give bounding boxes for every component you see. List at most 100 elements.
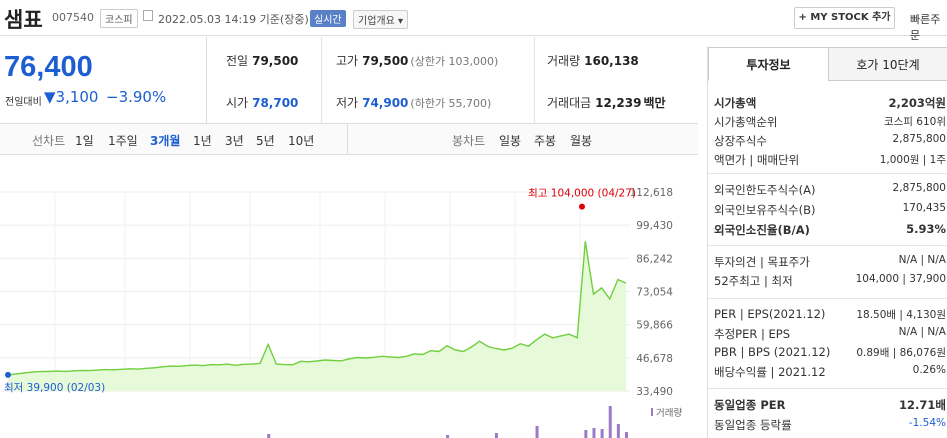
max-marker bbox=[579, 203, 585, 210]
info-value: 18.50배 | 4,130원 bbox=[856, 309, 946, 321]
info-label: 액면가 | 매매단위 bbox=[714, 153, 800, 167]
info-label: 외국인소진율(B/A) bbox=[714, 223, 810, 237]
info-label: 동일업종 등락률 bbox=[714, 418, 792, 432]
info-value: 12.71배 bbox=[899, 398, 946, 412]
info-value: N/A | N/A bbox=[898, 326, 946, 338]
y-tick-label: 112,618 bbox=[630, 187, 673, 199]
corp-overview-button[interactable]: 기업개요 ▾ bbox=[353, 10, 408, 29]
trade-amount: 거래대금 12,239 백만 bbox=[547, 96, 666, 110]
info-row: 외국인보유주식수(B) 170,435 bbox=[714, 202, 946, 218]
line-chart-label: 선차트 bbox=[32, 134, 66, 148]
price-panel: 76,400 전일대비 ▼3,100 −3.90% bbox=[0, 37, 207, 123]
quick-order-link[interactable]: 빠른주문 bbox=[910, 13, 941, 42]
tab-investment-info[interactable]: 투자정보 bbox=[708, 47, 829, 81]
info-value: 2,203억원 bbox=[888, 96, 946, 110]
chart-tabs: 선차트 1일 1주일 3개월 1년 3년 5년 10년 봉차트 일봉 주봉 월봉 bbox=[0, 123, 698, 155]
low-price: 저가 74,900 (하한가 55,700) bbox=[336, 96, 492, 110]
info-row: 투자의견 | 목표주가 N/A | N/A bbox=[714, 254, 946, 270]
info-row: 액면가 | 매매단위 1,000원 | 1주 bbox=[714, 152, 946, 168]
info-label: 시가총액 bbox=[714, 96, 757, 110]
info-value: 코스피 610위 bbox=[883, 116, 946, 128]
info-row: 배당수익률 | 2021.12 0.26% bbox=[714, 364, 946, 380]
price-chart[interactable]: 112,618 99,430 86,242 73,054 59,866 46,678 33,… bbox=[0, 155, 698, 438]
info-label: 52주최고 | 최저 bbox=[714, 274, 793, 288]
tab-monthly-candle[interactable]: 월봉 bbox=[570, 134, 593, 148]
info-row: 외국인한도주식수(A) 2,875,800 bbox=[714, 182, 946, 198]
market-badge: 코스피 bbox=[100, 9, 138, 28]
volume-bar bbox=[600, 429, 604, 438]
info-row: 외국인소진율(B/A) 5.93% bbox=[714, 222, 946, 238]
min-annotation: 최저 39,900 (02/03) bbox=[4, 382, 105, 394]
info-value: -1.54% bbox=[908, 417, 946, 429]
info-value: 170,435 bbox=[902, 202, 946, 214]
tab-weekly-candle[interactable]: 주봉 bbox=[534, 134, 557, 148]
volume-bar bbox=[584, 430, 588, 438]
volume-bar bbox=[616, 424, 620, 438]
info-label: PBR | BPS (2021.12) bbox=[714, 345, 831, 359]
info-label: 배당수익률 | 2021.12 bbox=[714, 365, 826, 379]
info-value: 2,875,800 bbox=[892, 182, 946, 194]
info-row: 시가총액순위 코스피 610위 bbox=[714, 114, 946, 130]
volume: 거래량 160,138 bbox=[547, 54, 639, 68]
info-value: 5.93% bbox=[906, 222, 946, 236]
info-label: 동일업종 PER bbox=[714, 398, 786, 412]
prev-close: 전일 79,500 bbox=[226, 54, 299, 68]
info-row: 52주최고 | 최저 104,000 | 37,900 bbox=[714, 273, 946, 289]
info-label: 시가총액순위 bbox=[714, 115, 778, 129]
stock-header: 샘표 007540 코스피 2022.05.03 14:19 기준(장중) 실시… bbox=[0, 0, 947, 42]
tab-5y[interactable]: 5년 bbox=[256, 134, 275, 148]
info-value: 0.26% bbox=[912, 364, 946, 376]
price-line bbox=[7, 241, 627, 376]
price-change-rate: −3.90% bbox=[106, 88, 167, 106]
current-price: 76,400 bbox=[4, 51, 93, 83]
info-value: 1,000원 | 1주 bbox=[879, 154, 946, 166]
info-row: PBR | BPS (2021.12) 0.89배 | 86,076원 bbox=[714, 345, 946, 361]
y-tick-label: 59,866 bbox=[636, 320, 673, 332]
info-value: 104,000 | 37,900 bbox=[855, 273, 946, 285]
tab-daily-candle[interactable]: 일봉 bbox=[499, 134, 522, 148]
tab-1d[interactable]: 1일 bbox=[75, 134, 94, 148]
y-tick-label: 73,054 bbox=[636, 287, 673, 299]
high-price: 고가 79,500 (상한가 103,000) bbox=[336, 54, 499, 68]
stock-name: 샘표 bbox=[4, 8, 43, 32]
info-label: 외국인한도주식수(A) bbox=[714, 183, 816, 197]
info-value: 2,875,800 bbox=[892, 133, 946, 145]
volume-bar bbox=[494, 433, 498, 438]
tab-1w[interactable]: 1주일 bbox=[108, 134, 138, 148]
volume-bar bbox=[608, 406, 612, 438]
y-tick-label: 99,430 bbox=[636, 220, 673, 232]
y-tick-label: 46,678 bbox=[636, 353, 673, 365]
info-row: 동일업종 등락률 -1.54% bbox=[714, 417, 946, 433]
tab-3m[interactable]: 3개월 bbox=[150, 134, 181, 148]
info-value: 0.89배 | 86,076원 bbox=[856, 347, 946, 359]
volume-bar bbox=[535, 426, 539, 438]
volume-bar bbox=[592, 428, 596, 438]
add-mystock-button[interactable]: + MY STOCK 추가 bbox=[794, 7, 895, 29]
min-marker bbox=[5, 371, 11, 378]
price-area bbox=[8, 241, 626, 391]
price-change: ▼3,100 bbox=[44, 88, 99, 106]
volume-legend: 거래량 bbox=[656, 407, 682, 419]
info-label: PER | EPS(2021.12) bbox=[714, 307, 826, 321]
info-label: 외국인보유주식수(B) bbox=[714, 203, 816, 217]
tab-10y[interactable]: 10년 bbox=[288, 134, 315, 148]
tab-1y[interactable]: 1년 bbox=[193, 134, 212, 148]
info-row: 시가총액 2,203억원 bbox=[714, 95, 946, 111]
calendar-icon bbox=[143, 10, 153, 21]
max-annotation: 최고 104,000 (04/27) bbox=[528, 188, 636, 200]
info-label: 투자의견 | 목표주가 bbox=[714, 255, 810, 269]
open-price: 시가 78,700 bbox=[226, 96, 299, 110]
quote-date: 2022.05.03 14:19 기준(장중) bbox=[158, 13, 309, 26]
info-row: 상장주식수 2,875,800 bbox=[714, 133, 946, 149]
candle-chart-label: 봉차트 bbox=[452, 134, 486, 148]
volume-bar bbox=[267, 434, 271, 438]
price-stats: 전일 79,500 고가 79,500 (상한가 103,000) 거래량 160,13… bbox=[208, 37, 698, 123]
realtime-badge[interactable]: 실시간 bbox=[310, 10, 346, 27]
compare-label: 전일대비 bbox=[5, 97, 42, 108]
info-label: 상장주식수 bbox=[714, 134, 767, 148]
y-tick-label: 86,242 bbox=[636, 253, 673, 265]
info-label: 추정PER | EPS bbox=[714, 327, 791, 341]
tab-orderbook[interactable]: 호가 10단계 bbox=[828, 47, 947, 81]
tab-3y[interactable]: 3년 bbox=[225, 134, 244, 148]
